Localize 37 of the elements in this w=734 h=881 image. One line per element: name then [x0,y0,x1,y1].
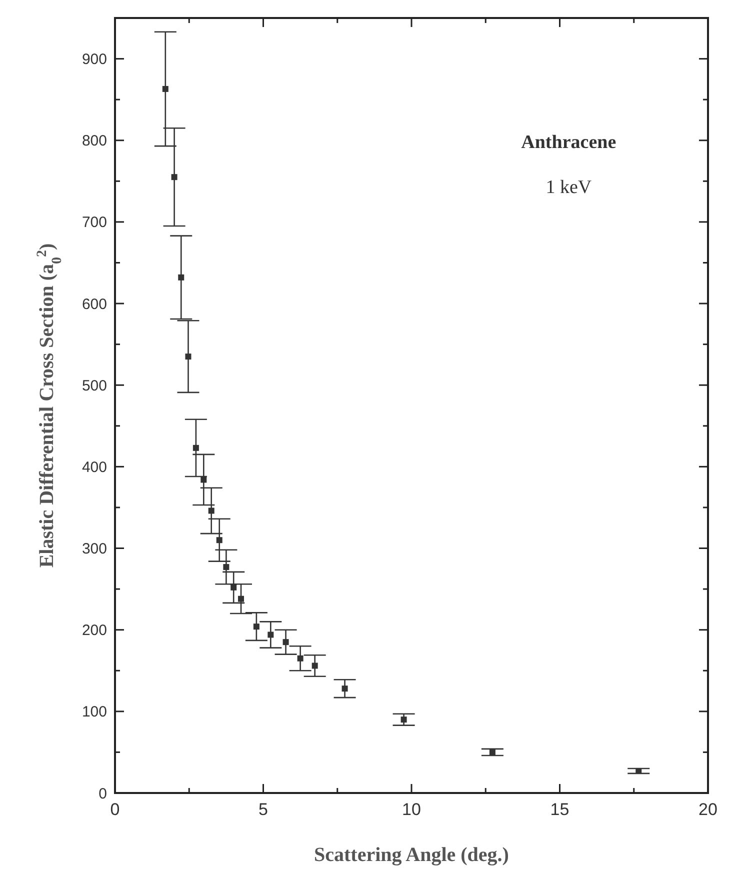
x-axis-title: Scattering Angle (deg.) [314,844,509,866]
x-tick-label: 10 [402,800,421,819]
y-tick-label: 800 [82,132,107,150]
point [489,749,496,756]
y-tick-label: 100 [82,704,107,721]
point [208,508,214,514]
point [216,537,222,544]
point [185,354,192,360]
x-tick-label: 0 [110,800,120,819]
point [342,686,348,692]
y-tick-label: 300 [82,540,107,558]
point [223,564,230,570]
point [171,174,178,180]
point [192,444,199,451]
annotation: Anthracene [521,132,616,153]
x-tick-label: 20 [698,800,718,819]
point [178,274,184,280]
point [268,632,274,638]
point [297,655,304,662]
point [253,624,260,630]
y-tick-label: 600 [82,296,107,313]
y-tick-label: 500 [82,377,107,394]
point [162,86,168,92]
y-tick-label: 200 [82,622,107,640]
x-tick-label: 15 [550,800,570,819]
point [400,716,407,723]
y-tick-label: 400 [82,458,107,476]
point [230,584,237,590]
y-tick-label: 700 [82,214,107,232]
point [200,476,207,483]
y-tick-label: 900 [82,51,107,68]
point [312,662,318,669]
y-tick-label: 0 [98,785,107,802]
annotation: 1 keV [546,177,592,198]
x-tick-label: 5 [258,800,268,819]
point [238,596,244,602]
point [282,639,289,646]
